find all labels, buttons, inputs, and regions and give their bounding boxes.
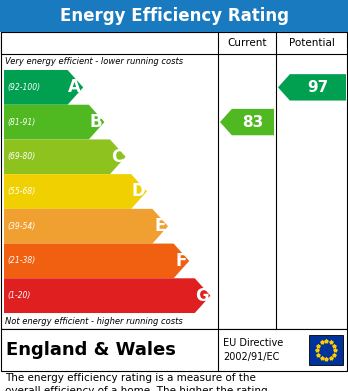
Text: The energy efficiency rating is a measure of the: The energy efficiency rating is a measur… — [5, 373, 256, 383]
Bar — [0, 0, 348, 32]
Polygon shape — [4, 140, 126, 174]
Text: (39-54): (39-54) — [7, 222, 35, 231]
Polygon shape — [4, 244, 189, 278]
Text: (69-80): (69-80) — [7, 152, 35, 161]
Polygon shape — [4, 278, 211, 313]
Polygon shape — [4, 174, 147, 209]
Text: Not energy efficient - higher running costs: Not energy efficient - higher running co… — [5, 317, 183, 326]
Text: C: C — [111, 148, 124, 166]
Polygon shape — [220, 109, 274, 135]
Bar — [1, 329, 347, 371]
Polygon shape — [4, 105, 104, 140]
Text: EU Directive
2002/91/EC: EU Directive 2002/91/EC — [223, 338, 283, 362]
Text: 97: 97 — [307, 80, 329, 95]
Text: (21-38): (21-38) — [7, 256, 35, 265]
Text: Current: Current — [227, 38, 267, 48]
Text: F: F — [176, 252, 187, 270]
Text: Energy Efficiency Rating: Energy Efficiency Rating — [60, 7, 288, 25]
Bar — [309, 335, 343, 365]
Text: Very energy efficient - lower running costs: Very energy efficient - lower running co… — [5, 57, 183, 66]
Polygon shape — [4, 209, 168, 244]
Text: overall efficiency of a home. The higher the rating: overall efficiency of a home. The higher… — [5, 386, 268, 391]
Bar — [1, 32, 347, 329]
Text: Potential: Potential — [289, 38, 335, 48]
Polygon shape — [278, 74, 346, 100]
Bar — [1, 32, 347, 54]
Text: (92-100): (92-100) — [7, 83, 40, 92]
Text: A: A — [68, 78, 81, 96]
Text: (81-91): (81-91) — [7, 118, 35, 127]
Text: D: D — [131, 183, 145, 201]
Text: 83: 83 — [242, 115, 263, 129]
Polygon shape — [4, 70, 83, 105]
Text: (55-68): (55-68) — [7, 187, 35, 196]
Text: G: G — [195, 287, 208, 305]
Text: B: B — [90, 113, 102, 131]
Text: England & Wales: England & Wales — [6, 341, 176, 359]
Text: E: E — [155, 217, 166, 235]
Text: (1-20): (1-20) — [7, 291, 30, 300]
